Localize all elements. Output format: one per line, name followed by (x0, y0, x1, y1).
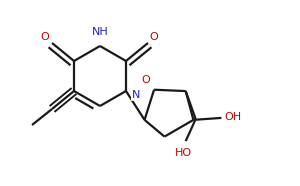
Text: O: O (40, 32, 50, 42)
Text: N: N (132, 90, 140, 100)
Text: HO: HO (175, 148, 192, 158)
Text: O: O (142, 75, 150, 85)
Text: O: O (150, 32, 158, 42)
Text: NH: NH (92, 27, 108, 37)
Text: OH: OH (225, 112, 242, 122)
